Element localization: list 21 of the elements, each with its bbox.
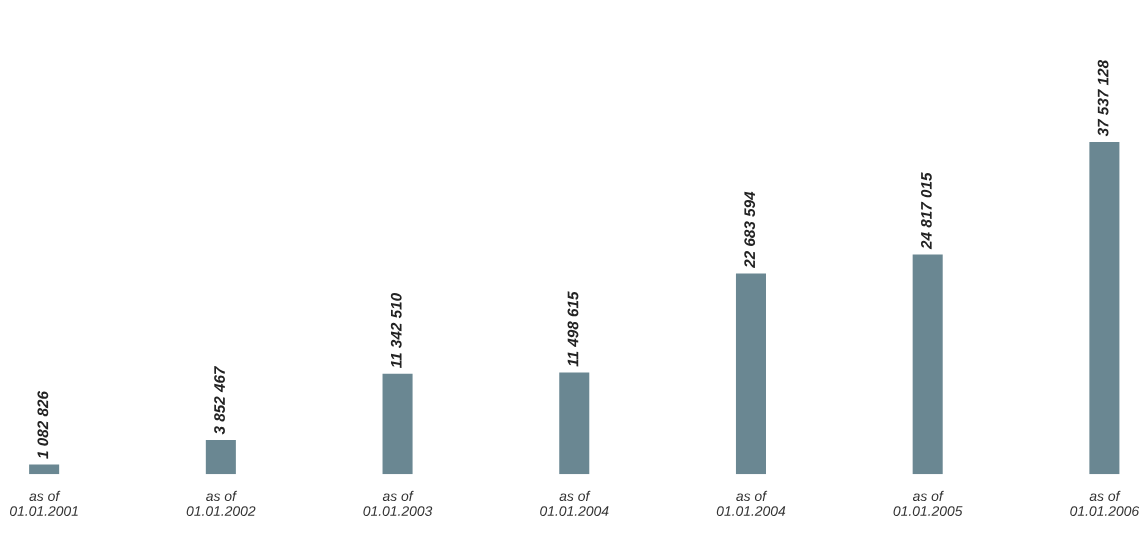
x-tick-label: as of 01.01.2002	[186, 490, 256, 516]
x-tick-label: as of 01.01.2004	[716, 490, 786, 516]
x-tick-label: as of 01.01.2001	[9, 490, 78, 516]
bar	[29, 464, 60, 475]
bar	[1089, 141, 1120, 475]
data-label: 3 852 467	[214, 365, 225, 435]
bar	[735, 273, 766, 475]
data-label: 22 683 594	[744, 191, 756, 269]
bar	[205, 440, 236, 475]
bar	[912, 254, 943, 475]
data-label: 11 498 615	[567, 291, 579, 367]
data-label: 24 817 015	[920, 172, 932, 250]
data-label: 11 342 510	[390, 293, 402, 368]
x-tick-label: as of 01.01.2003	[363, 490, 433, 516]
x-tick-label: as of 01.01.2005	[893, 490, 963, 516]
x-tick-label: as of 01.01.2006	[1070, 490, 1140, 516]
bar	[382, 373, 413, 475]
x-tick-label: as of 01.01.2004	[540, 490, 609, 516]
bar	[559, 372, 590, 475]
data-label: 37 537 128	[1097, 59, 1109, 137]
data-label: 1 082 826	[37, 390, 49, 459]
